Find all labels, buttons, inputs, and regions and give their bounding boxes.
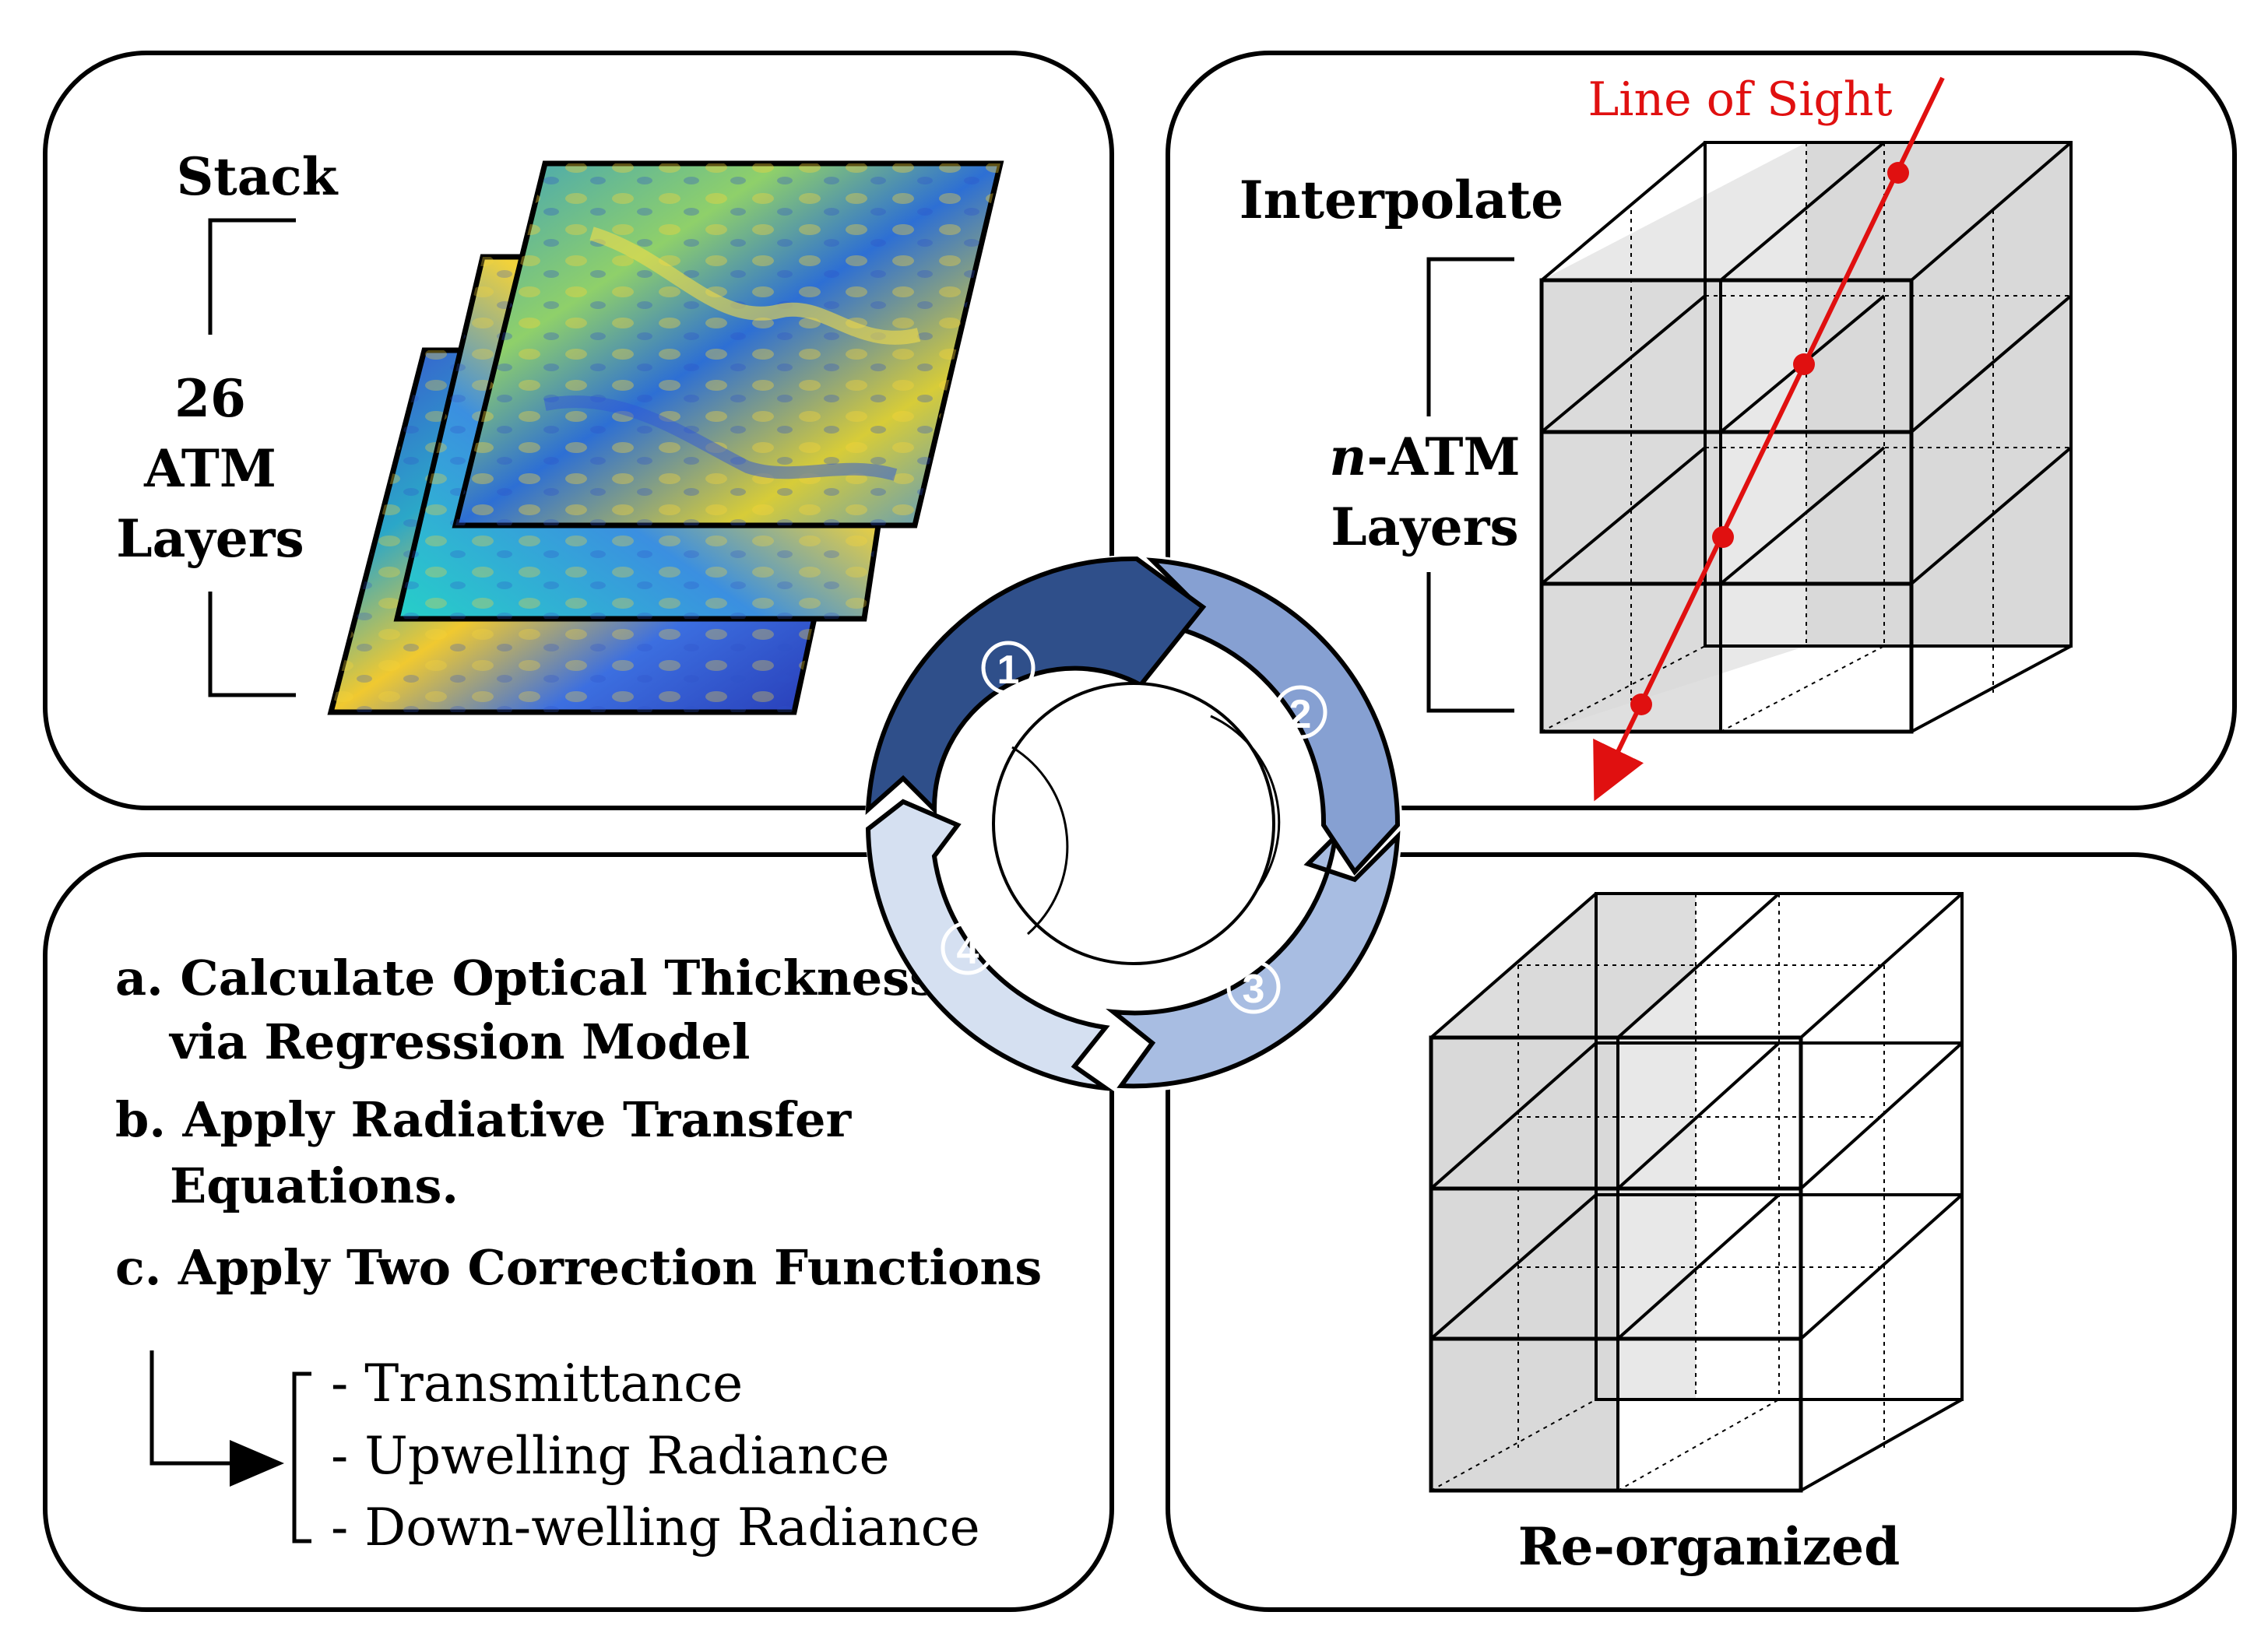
step-badge-2-number: 2 [1289,692,1312,737]
correction-transmittance: - Transmittance [331,1354,743,1413]
cycle-segment-3 [1106,830,1401,1089]
layer-count-label: 26 [174,368,246,429]
sight-point-4 [1630,694,1652,715]
sight-point-2 [1793,353,1815,375]
step-a-line1: a. Calculate Optical Thickness [115,950,937,1006]
corrections-bracket [292,1371,311,1543]
step-badge-3: 3 [1226,960,1281,1014]
correction-upwelling: - Upwelling Radiance [331,1426,890,1486]
line-of-sight [1593,76,1945,802]
n-atm-label: n-ATM [1329,427,1520,487]
reorganized-grid [1429,892,1964,1493]
step-c: c. Apply Two Correction Functions [115,1239,1042,1296]
step-b-line1: b. Apply Radiative Transfer [115,1091,853,1148]
interpolate-label: Interpolate [1239,170,1564,230]
process-cycle: 1 2 3 4 [865,555,1402,1092]
line-of-sight-label: Line of Sight [1588,72,1892,127]
n-layers-label: Layers [1331,497,1518,557]
atm-layer-top [452,160,1004,529]
layer-atm-label: ATM [143,438,276,499]
panel-steps-frame [43,852,1114,1612]
stack-label: Stack [177,146,339,207]
step-badge-4: 4 [941,921,995,975]
step-badge-1: 1 [981,641,1036,695]
step-a-line2: via Regression Model [168,1013,750,1070]
bracket-n-layers [1426,257,1514,713]
step-b-line2: Equations. [170,1157,459,1214]
correction-downwelling: - Down-welling Radiance [331,1498,980,1557]
step-badge-3-number: 3 [1243,967,1265,1012]
layer-layers-label: Layers [116,508,304,569]
layer-stack [327,160,1004,715]
step-badge-2: 2 [1273,685,1327,739]
step-badge-4-number: 4 [957,928,979,973]
sight-point-1 [1887,162,1909,184]
corrections-arrow [149,1350,284,1487]
cycle-segment-2 [1145,557,1401,876]
sight-point-3 [1712,526,1734,548]
interpolation-grid [1539,141,2073,734]
step-badge-1-number: 1 [997,648,1020,693]
reorganized-label: Re-organized [1518,1516,1901,1577]
bracket-26-layers [208,218,296,697]
